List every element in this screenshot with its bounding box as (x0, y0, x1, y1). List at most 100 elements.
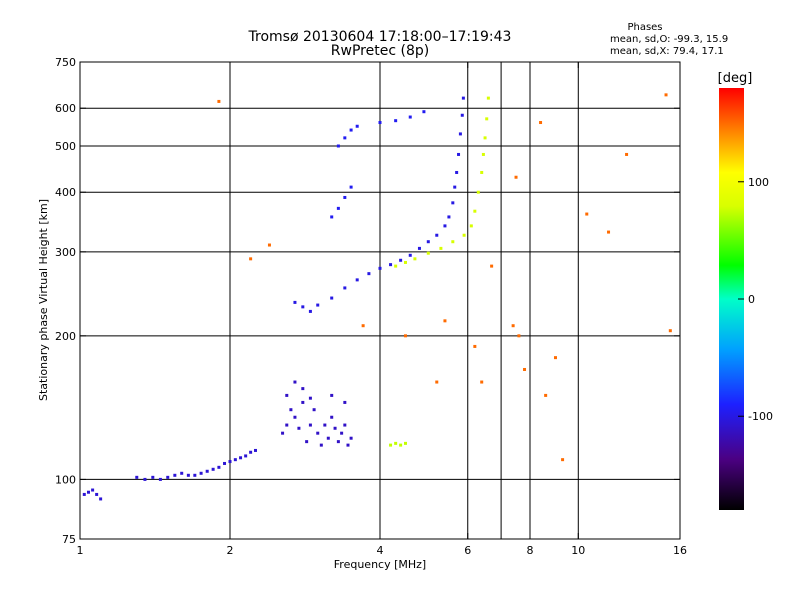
data-point (249, 257, 253, 261)
data-point (349, 436, 353, 440)
data-point (523, 367, 527, 371)
data-point (301, 400, 305, 404)
data-point (239, 456, 243, 460)
data-point (343, 286, 347, 290)
data-point (223, 461, 227, 465)
data-point (408, 253, 412, 257)
data-point (99, 497, 103, 501)
y-tick-label: 75 (62, 533, 76, 546)
data-point (285, 423, 289, 427)
data-point (349, 128, 353, 132)
data-point (539, 121, 543, 125)
data-point (443, 319, 447, 323)
data-point (205, 469, 209, 473)
data-point (244, 454, 248, 458)
data-point (514, 175, 518, 179)
y-tick-label: 300 (55, 246, 76, 259)
data-point (458, 132, 462, 136)
data-point (293, 300, 297, 304)
x-tick-label: 8 (527, 544, 534, 557)
data-point (451, 240, 455, 244)
data-point (435, 380, 439, 384)
data-point (399, 258, 403, 262)
data-point (553, 356, 557, 360)
data-point (394, 119, 398, 123)
data-point (403, 441, 407, 445)
data-point (319, 443, 323, 447)
plot-area: 1 2 4 6 8 10 16 75 100 200 300 400 500 600 750 (55, 56, 687, 557)
data-point (455, 170, 459, 174)
data-point (408, 115, 412, 119)
data-point (199, 471, 203, 475)
data-point (253, 448, 257, 452)
data-point (483, 136, 487, 140)
data-point (435, 233, 439, 237)
data-point (403, 260, 407, 264)
y-tick-label: 500 (55, 140, 76, 153)
data-point (476, 190, 480, 194)
data-point (312, 408, 316, 412)
data-point (625, 152, 629, 156)
data-point (394, 264, 398, 268)
data-point (158, 477, 162, 481)
data-point (336, 206, 340, 210)
phases-x-stats: mean, sd,X: 79.4, 17.1 (610, 46, 724, 57)
data-point (439, 246, 443, 250)
y-axis-label: Stationary phase Virtual Height [km] (37, 199, 50, 401)
data-point (326, 436, 330, 440)
colorbar-label: [deg] (718, 71, 753, 86)
data-point (457, 152, 461, 156)
data-point (316, 431, 320, 435)
data-point (82, 492, 86, 496)
data-point (281, 431, 285, 435)
data-point (453, 185, 457, 189)
data-point (233, 458, 237, 462)
x-tick-label: 6 (464, 544, 471, 557)
data-point (330, 215, 334, 219)
data-point (389, 263, 393, 267)
data-point (211, 467, 215, 471)
data-point (355, 124, 359, 128)
data-point (166, 475, 170, 479)
data-point (473, 209, 477, 213)
data-point (485, 117, 489, 121)
data-point (308, 423, 312, 427)
data-point (346, 443, 350, 447)
colorbar-tick-label: 0 (748, 293, 755, 306)
data-point (394, 441, 398, 445)
data-point (217, 99, 221, 103)
data-point (473, 344, 477, 348)
data-point (460, 113, 464, 117)
data-point (413, 257, 417, 261)
data-point (462, 233, 466, 237)
data-point (267, 243, 271, 247)
data-point (469, 224, 473, 228)
x-axis-label: Frequency [MHz] (334, 558, 426, 571)
data-point (193, 473, 197, 477)
data-point (297, 426, 301, 430)
data-point (361, 324, 365, 328)
data-point (544, 393, 548, 397)
data-point (561, 458, 565, 462)
phases-heading: Phases (627, 22, 662, 33)
data-point (289, 408, 293, 412)
data-point (330, 415, 334, 419)
data-point (308, 396, 312, 400)
data-point (323, 423, 327, 427)
data-point (517, 334, 521, 338)
data-point (403, 334, 407, 338)
y-tick-label: 100 (55, 473, 76, 486)
data-point (301, 305, 305, 309)
data-point (333, 426, 337, 430)
data-point (447, 215, 451, 219)
y-tick-label: 750 (55, 56, 76, 69)
data-point (340, 431, 344, 435)
data-point (180, 471, 184, 475)
data-point (349, 185, 353, 189)
data-point (451, 201, 455, 205)
data-point (585, 212, 589, 216)
data-point (301, 387, 305, 391)
data-point (443, 224, 447, 228)
y-tick-label: 200 (55, 330, 76, 343)
data-point (668, 329, 672, 333)
